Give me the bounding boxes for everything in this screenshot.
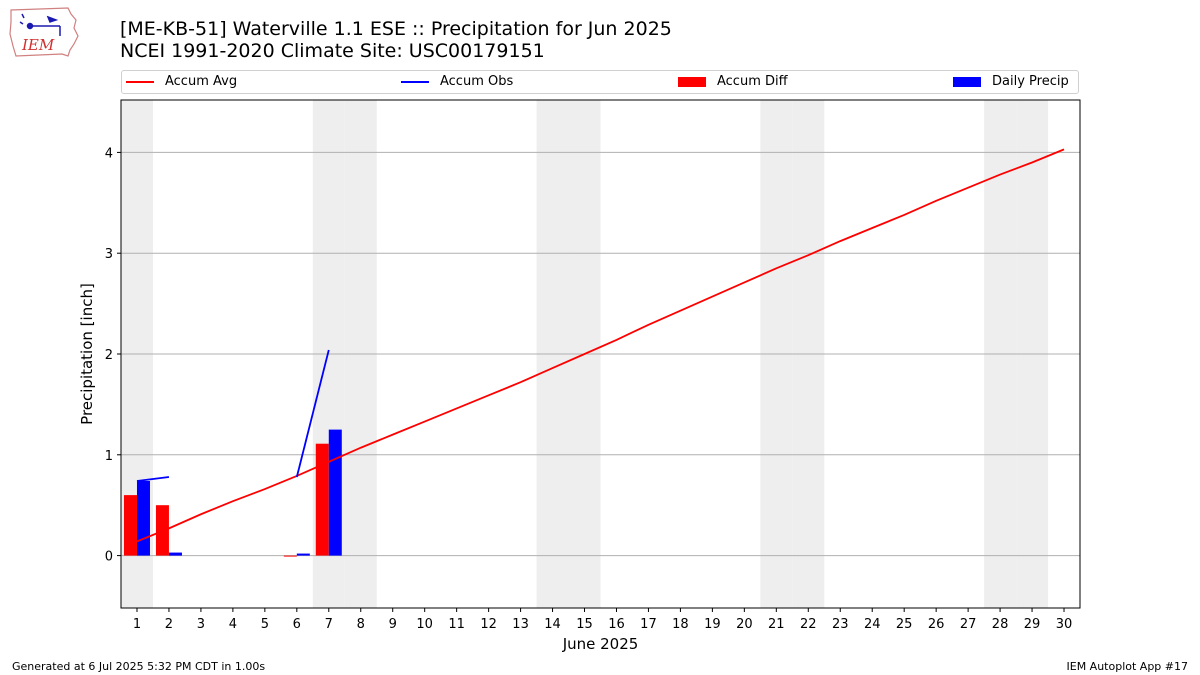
x-tick-label: 8 (357, 617, 365, 632)
x-tick-label: 23 (832, 617, 849, 632)
generated-timestamp: Generated at 6 Jul 2025 5:32 PM CDT in 1… (12, 660, 266, 673)
x-tick-label: 10 (416, 617, 433, 632)
y-tick-label: 2 (105, 348, 113, 363)
x-tick-label: 12 (480, 617, 497, 632)
x-tick-label: 11 (448, 617, 465, 632)
x-tick-label: 7 (325, 617, 333, 632)
legend-swatch-daily-precip (953, 76, 981, 87)
x-tick-label: 19 (704, 617, 721, 632)
x-axis-label: June 2025 (562, 635, 639, 653)
legend-swatch-accum-obs (401, 80, 429, 83)
page-title: [ME-KB-51] Waterville 1.1 ESE :: Precipi… (120, 18, 672, 40)
x-tick-label: 27 (960, 617, 977, 632)
y-tick-label: 4 (105, 146, 113, 161)
x-tick-label: 28 (992, 617, 1009, 632)
x-tick-label: 18 (672, 617, 689, 632)
x-tick-label: 9 (389, 617, 397, 632)
line-accum-obs (295, 349, 330, 478)
x-tick-label: 16 (608, 617, 625, 632)
legend-label: Daily Precip (992, 74, 1069, 89)
x-tick-label: 24 (864, 617, 881, 632)
bar-daily-precip (168, 552, 182, 556)
iem-logo: IEM (9, 7, 79, 57)
x-tick-label: 29 (1024, 617, 1041, 632)
weather-station-icon (19, 13, 61, 36)
x-tick-label: 13 (512, 617, 529, 632)
logo-text: IEM (21, 36, 55, 54)
x-tick-label: 30 (1056, 617, 1073, 632)
iowa-map-outline-icon (9, 7, 79, 57)
bar-daily-precip (296, 553, 310, 556)
y-tick-label: 3 (105, 247, 113, 262)
bar-accum-diff (123, 495, 137, 556)
page-subtitle: NCEI 1991-2020 Climate Site: USC00179151 (120, 40, 545, 62)
x-tick-label: 20 (736, 617, 753, 632)
legend-item-accum-diff: Accum Diff (678, 74, 788, 89)
x-tick-label: 1 (133, 617, 141, 632)
x-tick-label: 2 (165, 617, 173, 632)
bar-accum-diff (315, 443, 329, 556)
y-tick-label: 1 (105, 449, 113, 464)
x-tick-label: 3 (197, 617, 205, 632)
x-tick-label: 4 (229, 617, 237, 632)
x-tick-label: 5 (261, 617, 269, 632)
bar-daily-precip (136, 481, 150, 556)
legend-swatch-accum-avg (126, 80, 154, 83)
chart-legend: Accum Avg Accum Obs Accum Diff Daily Pre… (121, 70, 1079, 94)
bars (123, 429, 342, 557)
app-credit: IEM Autoplot App #17 (1066, 660, 1189, 673)
x-tick-label: 21 (768, 617, 785, 632)
x-tick-label: 22 (800, 617, 817, 632)
line-accum-obs (136, 476, 170, 482)
x-tick-label: 26 (928, 617, 945, 632)
x-tick-label: 14 (544, 617, 561, 632)
y-axis-label: Precipitation [inch] (78, 283, 96, 425)
legend-label: Accum Obs (440, 74, 514, 89)
legend-item-daily-precip: Daily Precip (953, 74, 1069, 89)
grid-lines (121, 151, 1080, 557)
legend-item-accum-avg: Accum Avg (126, 74, 237, 89)
legend-swatch-accum-diff (678, 76, 706, 87)
bar-daily-precip (328, 429, 342, 556)
line-accum-avg (136, 148, 1065, 543)
x-tick-label: 17 (640, 617, 657, 632)
x-tick-label: 15 (576, 617, 593, 632)
y-tick-label: 0 (105, 550, 113, 565)
x-tick-label: 25 (896, 617, 913, 632)
series-lines (136, 148, 1065, 543)
x-axis-ticks: 1 2 3 4 5 6 7 8 9 10 11 12 13 14 15 16 17 18 19 20 21 22 23 24 2… (133, 608, 1072, 632)
legend-label: Accum Avg (165, 74, 238, 89)
x-tick-label: 6 (293, 617, 301, 632)
bar-accum-diff (283, 555, 297, 557)
y-axis-ticks: 0 1 2 3 4 (105, 146, 121, 565)
legend-label: Accum Diff (717, 74, 788, 89)
legend-item-accum-obs: Accum Obs (401, 74, 513, 89)
